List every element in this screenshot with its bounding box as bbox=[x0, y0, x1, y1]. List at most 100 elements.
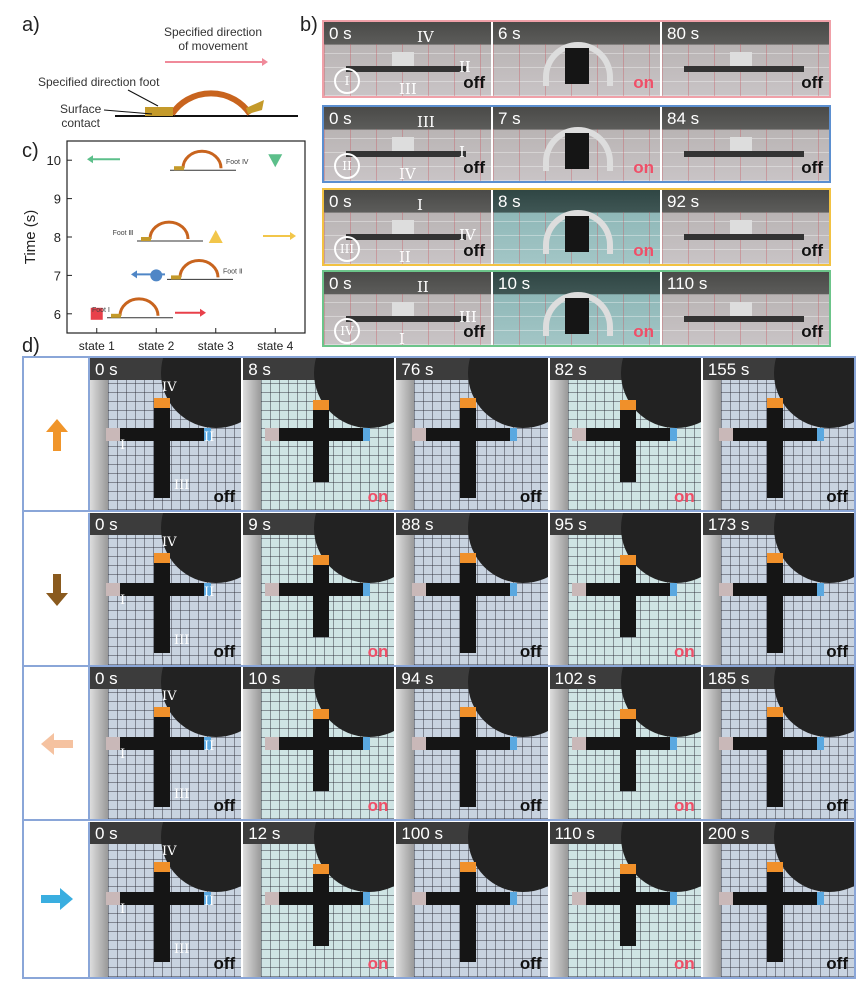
photo-tile: 8 s on bbox=[243, 358, 397, 510]
arrow-fill bbox=[46, 574, 68, 606]
photo-tile: 173 s off bbox=[702, 513, 855, 665]
robot-horizontal-arm bbox=[585, 428, 670, 441]
heater-state: off bbox=[463, 158, 485, 177]
foot-ii-tab bbox=[204, 737, 211, 750]
photo-tile: 10 s on bbox=[243, 667, 397, 819]
data-point-square bbox=[90, 307, 103, 320]
heater-state: off bbox=[463, 322, 485, 341]
timestamp: 110 s bbox=[667, 274, 708, 293]
foot-label: III bbox=[174, 478, 190, 493]
photo-tile: 92 s off bbox=[662, 190, 829, 264]
foot-ii-tab bbox=[510, 583, 518, 596]
timestamp: 110 s bbox=[554, 824, 595, 843]
photo-tile: 94 s off bbox=[396, 667, 550, 819]
foot-ii-tab bbox=[510, 737, 518, 750]
robot-vertical-arm bbox=[766, 406, 783, 498]
leading-foot-label: I bbox=[334, 68, 360, 94]
robot-vertical-arm bbox=[154, 561, 170, 653]
heater-state: on bbox=[633, 73, 654, 92]
foot-iv-tab bbox=[766, 707, 783, 717]
heater-state: off bbox=[826, 954, 849, 973]
direction-cell bbox=[24, 513, 90, 665]
arrow-right-icon bbox=[290, 232, 296, 240]
photo-tile: 102 s on bbox=[549, 667, 703, 819]
foot-label: I bbox=[417, 196, 423, 214]
front-foot bbox=[145, 107, 173, 116]
foot-label: IV bbox=[399, 165, 416, 181]
foot-iv-tab bbox=[154, 707, 170, 717]
heater-state: off bbox=[213, 487, 236, 506]
robot-body bbox=[565, 216, 589, 252]
timestamp: 10 s bbox=[248, 669, 281, 688]
arched-robot bbox=[543, 210, 613, 254]
foot-ii-tab bbox=[816, 583, 824, 596]
foot-iv-tab bbox=[313, 555, 330, 565]
leading-foot-label: IV bbox=[334, 318, 360, 344]
inset-foot bbox=[174, 166, 184, 171]
foot-label: I bbox=[120, 438, 126, 453]
photo-tile: 80 s off bbox=[662, 22, 829, 96]
robot-arm bbox=[392, 137, 414, 151]
foot-label: I bbox=[459, 143, 465, 161]
panel-b-row: 0 s off I IV II III 8 s on 92 s off bbox=[322, 188, 831, 266]
arrow-fill bbox=[46, 419, 68, 451]
arched-robot bbox=[543, 292, 613, 336]
timestamp: 0 s bbox=[95, 515, 118, 534]
foot-label: I bbox=[120, 747, 126, 762]
ruler bbox=[702, 844, 721, 977]
foot-pointer bbox=[127, 89, 159, 107]
ruler bbox=[243, 535, 262, 665]
panel-d-row: 0 s off IV I II III 8 s on 76 s off 82 s on 155 s off bbox=[24, 358, 855, 512]
surface-label: Surface contact bbox=[60, 102, 101, 130]
robot-vertical-arm bbox=[313, 874, 330, 946]
heater-state: on bbox=[633, 241, 654, 260]
panel-a-diagram bbox=[103, 58, 298, 117]
robot-vertical-arm bbox=[766, 870, 783, 962]
robot-horizontal-arm bbox=[279, 892, 364, 905]
direction-cell bbox=[24, 358, 90, 510]
heater-state: on bbox=[633, 322, 654, 341]
arrow-shape bbox=[41, 888, 73, 910]
foot-iv-tab bbox=[460, 707, 477, 717]
photo-tile: 155 s off bbox=[702, 358, 855, 510]
panel-d-row: 0 s off IV I II III 9 s on 88 s off 95 s on 173 s off bbox=[24, 513, 855, 667]
timestamp: 155 s bbox=[707, 360, 750, 379]
foot-iv-tab bbox=[154, 553, 170, 563]
arrow-right-icon bbox=[200, 308, 206, 317]
heater-state: on bbox=[674, 796, 695, 815]
photo-tile: 185 s off bbox=[702, 667, 855, 819]
inset-foot bbox=[111, 313, 121, 318]
foot-i-tab bbox=[265, 583, 280, 596]
timestamp: 9 s bbox=[248, 515, 271, 534]
foot-label: II bbox=[204, 585, 215, 600]
photo-tile: 88 s off bbox=[396, 513, 550, 665]
arrow-fill bbox=[41, 733, 73, 755]
foot-ii-tab bbox=[669, 892, 677, 905]
panel-c-chart: 6 7 8 9 10 state 1 state 2 state 3 state 4 Time (… bbox=[22, 140, 306, 353]
foot-label: II bbox=[204, 430, 215, 445]
robot-horizontal-arm bbox=[279, 583, 364, 596]
arched-robot bbox=[543, 42, 613, 86]
data-point-inverted-triangle bbox=[268, 154, 283, 168]
foot-ii-tab bbox=[363, 737, 371, 750]
foot-label: III bbox=[417, 113, 435, 131]
foot-label: II bbox=[459, 58, 471, 76]
photo-tile: 82 s on bbox=[549, 358, 703, 510]
foot-ii-tab bbox=[204, 892, 211, 905]
foot-label: III bbox=[399, 80, 417, 96]
robot-horizontal-arm bbox=[585, 892, 670, 905]
foot-label: I bbox=[120, 902, 126, 917]
foot-ii-tab bbox=[816, 428, 824, 441]
arrow-left-icon bbox=[87, 155, 93, 164]
panel-b-label: b) bbox=[300, 14, 318, 36]
heater-state: on bbox=[633, 158, 654, 177]
x-tick-label: state 3 bbox=[198, 339, 234, 353]
photo-tile: 10 s on bbox=[493, 272, 660, 345]
heater-state: off bbox=[213, 954, 236, 973]
heater-state: on bbox=[367, 642, 389, 661]
timestamp: 7 s bbox=[498, 109, 521, 128]
foot-iv-tab bbox=[460, 398, 477, 408]
photo-tile: 9 s on bbox=[243, 513, 397, 665]
